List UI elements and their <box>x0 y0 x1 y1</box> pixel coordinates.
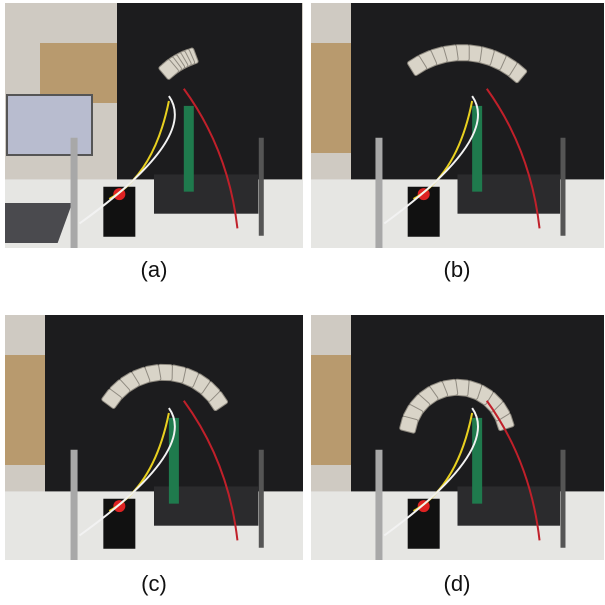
photo <box>311 315 604 560</box>
photo <box>311 3 604 248</box>
pole <box>375 138 382 248</box>
panel-label: (a) <box>114 257 194 283</box>
pole <box>375 450 382 560</box>
panel-label: (c) <box>114 571 194 597</box>
panel-label: (b) <box>417 257 497 283</box>
pole <box>71 138 78 248</box>
monitor <box>7 95 92 155</box>
photo <box>5 3 303 248</box>
figure: (a) (b) (c) (d) <box>0 0 605 605</box>
panel-label: (d) <box>417 571 497 597</box>
photo <box>5 315 303 560</box>
green-stand <box>184 106 194 192</box>
vise <box>154 175 258 214</box>
pole <box>71 450 78 560</box>
